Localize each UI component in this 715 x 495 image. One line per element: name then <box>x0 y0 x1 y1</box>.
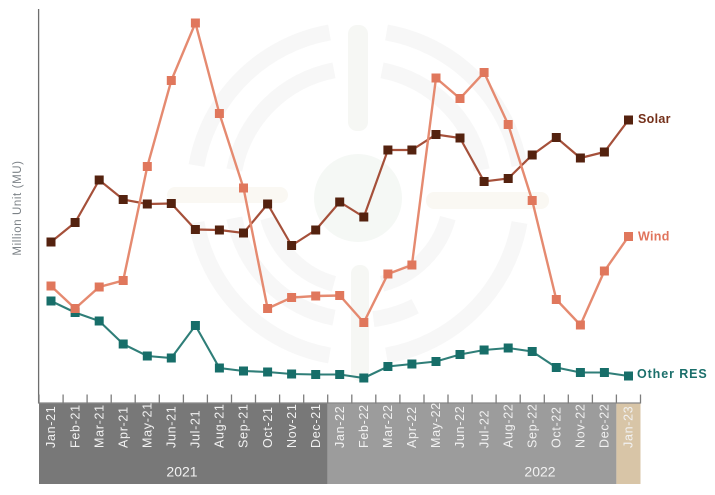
svg-text:Other RES: Other RES <box>637 367 708 381</box>
svg-text:Apr-22: Apr-22 <box>405 406 419 448</box>
svg-text:Wind: Wind <box>638 230 670 244</box>
svg-text:Million Unit (MU): Million Unit (MU) <box>12 160 24 255</box>
svg-text:Dec-21: Dec-21 <box>309 404 323 449</box>
svg-text:Jan-22: Jan-22 <box>333 406 347 448</box>
svg-text:Mar-22: Mar-22 <box>381 404 395 448</box>
svg-text:Nov-21: Nov-21 <box>285 404 299 449</box>
svg-text:Feb-21: Feb-21 <box>68 404 82 448</box>
svg-text:2022: 2022 <box>524 464 555 480</box>
svg-text:Jun-21: Jun-21 <box>165 406 179 448</box>
svg-text:Jan-23: Jan-23 <box>622 406 636 448</box>
svg-text:May-22: May-22 <box>429 402 443 448</box>
svg-text:Apr-21: Apr-21 <box>116 406 130 448</box>
svg-text:2021: 2021 <box>166 464 197 480</box>
svg-text:Mar-21: Mar-21 <box>92 404 106 448</box>
svg-text:Nov-22: Nov-22 <box>574 404 588 449</box>
svg-text:Jul-22: Jul-22 <box>477 410 491 448</box>
svg-text:Jun-22: Jun-22 <box>453 406 467 448</box>
svg-text:Jul-21: Jul-21 <box>189 410 203 448</box>
svg-text:Oct-21: Oct-21 <box>261 406 275 448</box>
svg-text:Sep-21: Sep-21 <box>237 403 251 448</box>
svg-text:Aug-21: Aug-21 <box>213 403 227 448</box>
svg-text:Oct-22: Oct-22 <box>550 406 564 448</box>
svg-text:May-21: May-21 <box>141 402 155 448</box>
svg-text:Dec-22: Dec-22 <box>598 404 612 449</box>
svg-text:Sep-22: Sep-22 <box>525 403 539 448</box>
svg-text:Feb-22: Feb-22 <box>357 404 371 448</box>
svg-text:Aug-22: Aug-22 <box>501 403 515 448</box>
svg-text:Solar: Solar <box>638 112 671 126</box>
svg-text:Jan-21: Jan-21 <box>44 406 58 448</box>
